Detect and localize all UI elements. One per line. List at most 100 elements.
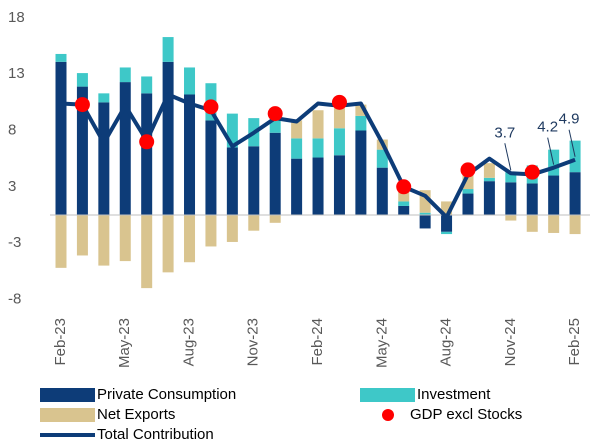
legend-label: Investment	[417, 386, 491, 403]
bar	[291, 158, 303, 215]
bar	[398, 201, 410, 206]
point	[267, 106, 283, 122]
legend-swatch	[40, 408, 95, 422]
bar	[462, 189, 474, 194]
bar	[569, 172, 581, 215]
point	[139, 134, 155, 150]
data-label: 3.7	[494, 124, 515, 141]
legend-label: GDP excl Stocks	[410, 406, 522, 423]
bar	[226, 113, 238, 148]
bar	[291, 120, 303, 139]
bar	[548, 175, 560, 215]
bar	[141, 214, 153, 289]
bar	[205, 214, 217, 247]
legend-label: Total Contribution	[97, 426, 214, 443]
bar	[55, 61, 67, 215]
bar	[248, 146, 260, 215]
bar	[98, 102, 110, 215]
x-tick-label: Feb-24	[309, 318, 326, 366]
bar	[119, 82, 131, 215]
bar	[526, 214, 538, 232]
x-tick-label: Nov-24	[502, 318, 519, 366]
bar	[505, 214, 517, 221]
y-tick-label: 8	[8, 121, 16, 138]
label-leader	[568, 129, 576, 157]
bar	[355, 130, 367, 215]
bar	[76, 86, 88, 215]
bar	[162, 37, 174, 62]
label-leader	[547, 137, 555, 165]
bar	[55, 53, 67, 62]
data-label: 4.9	[559, 111, 580, 128]
x-tick-label: Nov-23	[245, 318, 262, 366]
legend-label: Private Consumption	[97, 386, 236, 403]
bar	[226, 214, 238, 242]
bar	[184, 94, 196, 215]
bar	[441, 201, 453, 215]
bar	[184, 67, 196, 95]
bar	[355, 115, 367, 131]
point	[74, 97, 90, 113]
bar	[462, 193, 474, 215]
bar	[333, 155, 345, 215]
bar	[483, 177, 495, 182]
bar	[312, 157, 324, 215]
y-tick-label: -8	[8, 290, 21, 307]
x-tick-label: Feb-23	[52, 318, 69, 366]
x-tick-label: Feb-25	[566, 318, 583, 366]
bar	[355, 104, 367, 116]
bar	[376, 167, 388, 215]
bar	[141, 93, 153, 215]
bar	[312, 138, 324, 158]
bar	[441, 231, 453, 235]
bar	[248, 214, 260, 231]
legend-swatch	[382, 409, 394, 421]
bar	[205, 120, 217, 215]
label-leader	[504, 143, 512, 171]
bar	[312, 110, 324, 139]
bar	[548, 214, 560, 233]
bar	[269, 132, 281, 215]
bar	[376, 149, 388, 168]
point	[331, 94, 347, 110]
point	[460, 162, 476, 178]
bar	[526, 183, 538, 215]
legend-swatch	[360, 388, 415, 402]
bar	[98, 214, 110, 266]
bar	[141, 76, 153, 94]
legend-label: Net Exports	[97, 406, 175, 423]
bar	[398, 205, 410, 215]
bar	[119, 67, 131, 83]
bar	[226, 147, 238, 215]
x-tick-label: May-24	[373, 318, 390, 368]
y-tick-label: 3	[8, 178, 16, 195]
bar	[269, 214, 281, 223]
data-label: 4.2	[537, 119, 558, 136]
bar	[505, 172, 517, 183]
bar	[419, 212, 431, 215]
bar	[184, 214, 196, 263]
x-tick-label: Aug-23	[180, 318, 197, 366]
bar	[162, 61, 174, 215]
legend-swatch	[40, 388, 95, 402]
bar	[505, 182, 517, 215]
point	[524, 164, 540, 180]
bar	[76, 214, 88, 256]
bar	[441, 214, 453, 232]
y-tick-label: 13	[8, 65, 25, 82]
bar	[483, 181, 495, 215]
bar	[55, 214, 67, 268]
y-tick-label: 18	[8, 9, 25, 26]
bar	[419, 214, 431, 229]
y-tick-label: -3	[8, 234, 21, 251]
bar	[119, 214, 131, 262]
point	[396, 179, 412, 195]
bar	[98, 93, 110, 103]
bar	[333, 128, 345, 156]
bar	[569, 214, 581, 235]
point	[203, 99, 219, 115]
bar	[483, 163, 495, 178]
x-tick-label: Aug-24	[438, 318, 455, 366]
bar	[419, 190, 431, 213]
